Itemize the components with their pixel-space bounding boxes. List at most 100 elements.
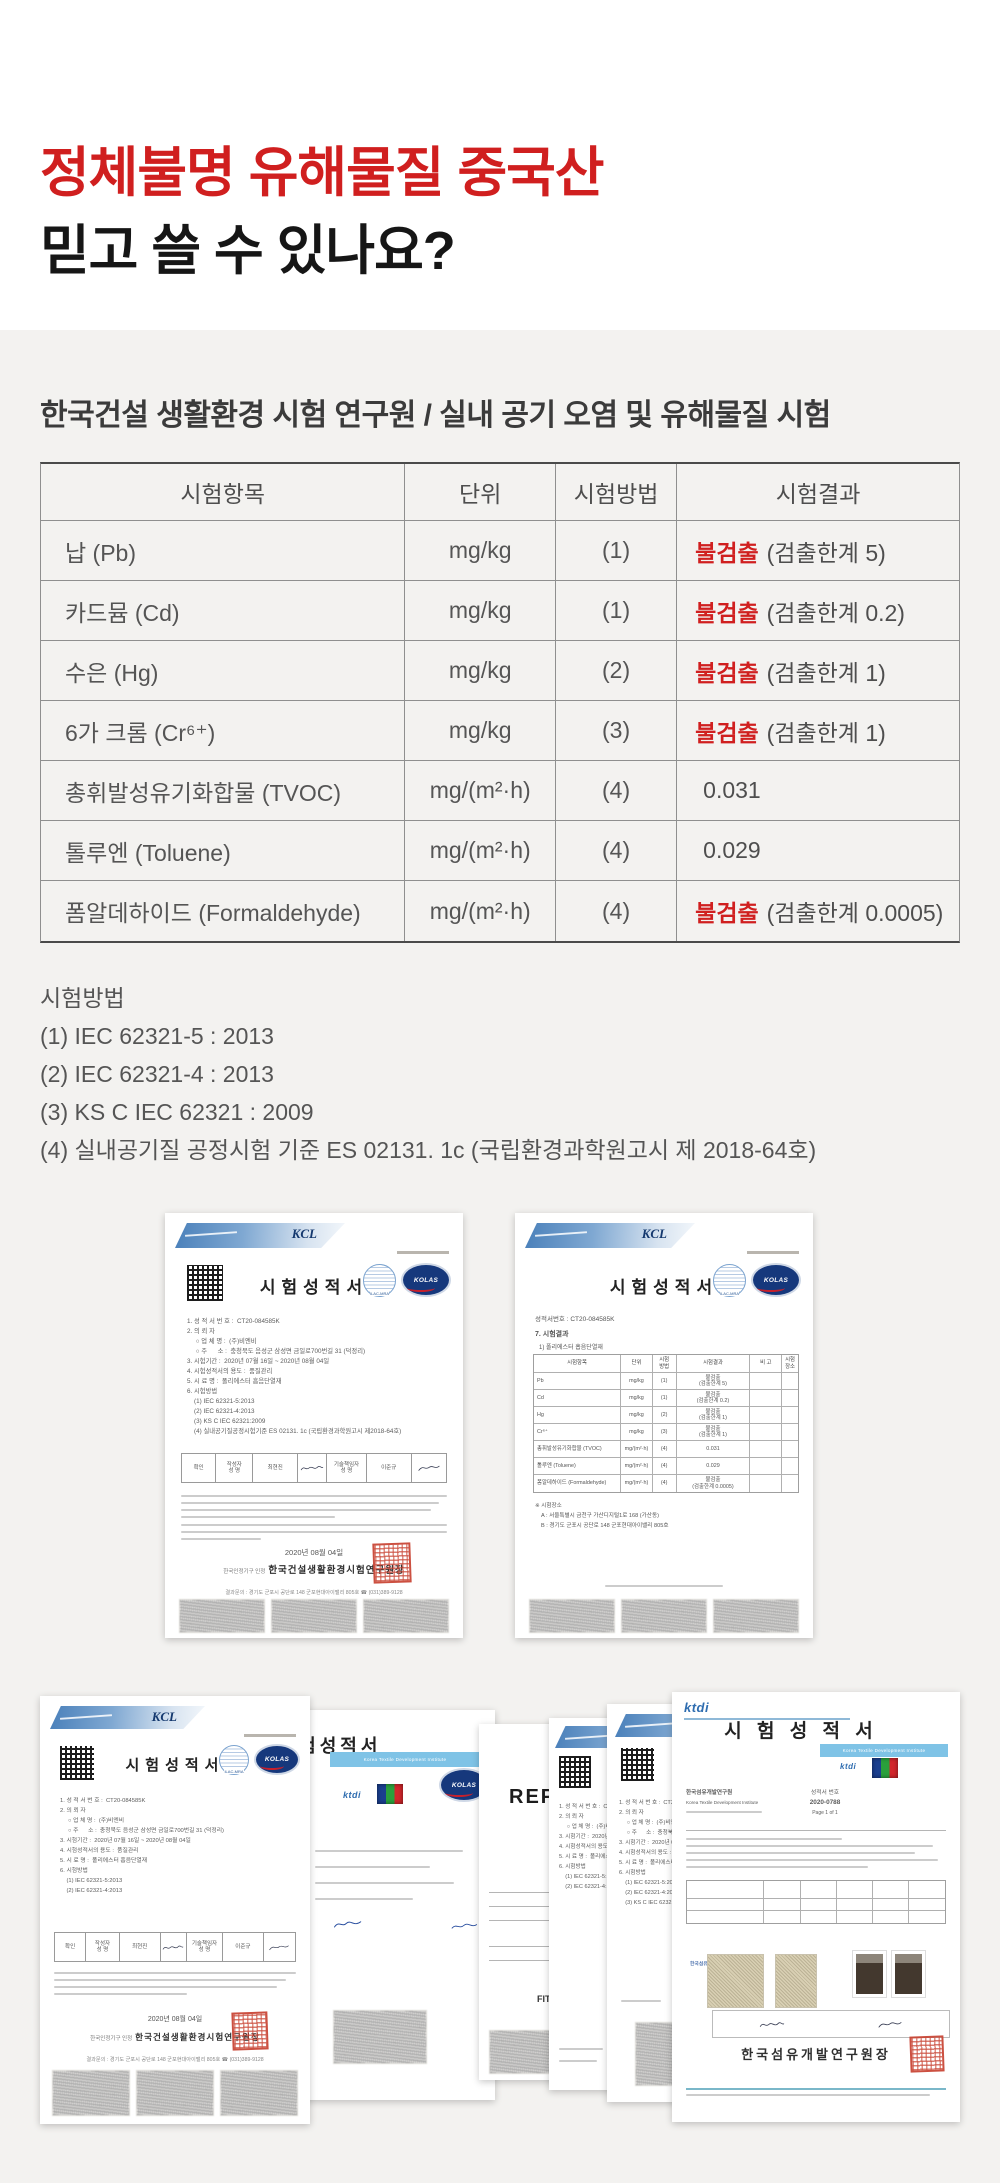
doc-info-lines: 1. 성 적 서 번 호 : CT20-084585K 2. 의 뢰 자 ○ 업… xyxy=(187,1317,453,1437)
kolas-logo: KOLAS xyxy=(401,1263,451,1297)
sample-sub-label: 1) 폴리에스터 흡음단열재 xyxy=(539,1345,603,1351)
results-table: 시험항목 단위 시험방법 시험결과 납 (Pb) mg/kg (1) 불검출 (검… xyxy=(40,462,960,943)
doc-info-lines: 1. 성 적 서 번 호 : CT20-084585K 2. 의 뢰 자 ○ 업… xyxy=(60,1796,302,1896)
sample-photo-inner xyxy=(856,1954,883,1994)
sign-tech-signature xyxy=(264,1933,295,1961)
kcl-logo: KCL xyxy=(641,1226,667,1241)
mini-results-table: 시험항목 단위 시험 방법 시험결과 비 고 시험 장소 Pb mg/kg (1… xyxy=(533,1354,799,1493)
doc-line: (1) IEC 62321-5:2013 xyxy=(559,1874,620,1880)
cell-method: (4) xyxy=(555,821,678,881)
doc-line: (1) IEC 62321-5:2013 xyxy=(187,1398,255,1405)
doc-line: (2) IEC 62321-4:2013 xyxy=(619,1890,680,1896)
sign-writer-label: 작성자 성 명 xyxy=(86,1933,120,1961)
text-blur-line xyxy=(315,1882,455,1884)
mini-cell xyxy=(750,1475,783,1492)
mini-cell xyxy=(782,1407,798,1424)
cell-unit: mg/(m²·h) xyxy=(405,761,556,821)
mini-header: 단위 xyxy=(621,1355,653,1373)
sign-tech-name: 이준규 xyxy=(223,1933,264,1961)
signature-scribble xyxy=(269,1944,290,1950)
methods-title: 시험방법 xyxy=(40,985,125,1011)
mini-cell xyxy=(750,1441,783,1458)
mini-cell: (3) xyxy=(652,1424,677,1441)
section-title: 한국건설 생활환경 시험 연구원 / 실내 공기 오염 및 유해물질 시험 xyxy=(40,399,831,432)
mini-cell xyxy=(750,1424,783,1441)
ktdi-emblem xyxy=(872,1758,898,1778)
mini-cell xyxy=(801,1911,837,1923)
text-blur-line xyxy=(315,1850,463,1852)
sign-writer-name: 최현진 xyxy=(120,1933,161,1961)
col-header-method: 시험방법 xyxy=(555,464,678,521)
mini-cell: mg/(m²·h) xyxy=(621,1475,653,1492)
issuer-prefix: 한국인정기구 인정 xyxy=(90,2036,133,2042)
mini-cell: mg/kg xyxy=(621,1390,653,1407)
doc-line: ○ 업 체 명 : (주)비엔비 xyxy=(619,1820,681,1826)
mini-header: 비 고 xyxy=(750,1355,783,1373)
cell-method: (1) xyxy=(555,581,678,641)
place-note-b: B : 경기도 군포시 공단로 148 군포현대아이밸리 805호 xyxy=(541,1523,669,1529)
doc-title: 시험성적서 xyxy=(125,1757,225,1774)
text-blur-block xyxy=(220,2070,298,2116)
doc-bottom-blur-blocks xyxy=(529,1599,799,1633)
result-note: (검출한계 1) xyxy=(766,719,886,746)
method-line: (1) IEC 62321-5 : 2013 xyxy=(40,1023,274,1049)
mini-cell xyxy=(909,1911,945,1923)
result-flag: 불검출 xyxy=(695,599,759,626)
mini-cell xyxy=(782,1390,798,1407)
kcl-certificate-page1: KCL 시험성적서 ILAC-MRA KOLAS 1. 성 적 서 번 호 : … xyxy=(165,1213,463,1638)
mini-cell xyxy=(872,1899,909,1911)
sign-writer-label: 작성자 성 명 xyxy=(216,1454,254,1482)
cell-result: 불검출 (검출한계 5) xyxy=(677,521,959,581)
mini-cell: 폼알데하이드 (Formaldehyde) xyxy=(534,1475,622,1492)
doc-remarks-placeholder xyxy=(181,1495,447,1545)
qr-code xyxy=(557,1754,593,1790)
org-name-kr: 한국섬유개발연구원 xyxy=(686,1790,733,1796)
signature-scribble xyxy=(163,1945,184,1950)
mini-cell xyxy=(782,1458,798,1475)
signature-scribble xyxy=(759,2021,785,2027)
result-flag: 불검출 xyxy=(695,659,759,686)
ilac-mra-logo: ILAC-MRA xyxy=(713,1263,746,1297)
sign-tech-label: 기술책임자 성 명 xyxy=(187,1933,223,1961)
mini-cell: 불검출 (검출한계 1) xyxy=(676,1424,751,1441)
cell-item: 폼알데하이드 (Formaldehyde) xyxy=(41,881,406,941)
cell-unit: mg/kg xyxy=(405,701,556,761)
cell-item: 6가 크롬 (Cr⁶⁺) xyxy=(41,701,406,761)
cell-method: (2) xyxy=(555,641,678,701)
mini-cell xyxy=(873,1911,909,1923)
signature-scribble xyxy=(878,2021,902,2028)
cell-result: 0.031 xyxy=(677,761,959,821)
text-blur-block xyxy=(333,2010,427,2064)
doc-line: (1) IEC 62321-5:2013 xyxy=(60,1878,123,1884)
certificate-cluster: 시험성적서 Korea Textile Development Institut… xyxy=(40,1692,960,2124)
mini-header: 시험항목 xyxy=(534,1355,622,1373)
mini-cell: Cd xyxy=(534,1390,622,1407)
mini-cell: 0.029 xyxy=(676,1458,751,1475)
mini-cell: (4) xyxy=(652,1441,677,1458)
doc-line: 4. 시험성적서의 용도 : 품질관리 xyxy=(60,1848,139,1854)
issuer-name: 한국건설생활환경시험연구원장 xyxy=(268,1565,405,1576)
kolas-logo: KOLAS xyxy=(254,1744,300,1775)
text-blur-line xyxy=(181,1538,261,1540)
text-blur-line xyxy=(686,1852,915,1854)
doc-line: 4. 시험성적서의 용도 : 품질관리 xyxy=(187,1368,273,1375)
kcl-banner: KCL xyxy=(50,1706,205,1729)
doc-title: 시험성적서 xyxy=(609,1278,719,1297)
text-blur-line xyxy=(315,1898,414,1900)
mini-header xyxy=(836,1881,873,1899)
doc-line: 6. 시험방법 xyxy=(619,1870,646,1876)
qr-code xyxy=(619,1746,656,1783)
mini-cell xyxy=(837,1911,873,1923)
red-seal-stamp xyxy=(231,2011,269,2051)
mini-cell: (1) xyxy=(652,1390,677,1407)
text-blur-line xyxy=(54,1972,296,1974)
doc-title: 시험성적서 xyxy=(259,1278,369,1297)
doc-line: 2. 의 뢰 자 xyxy=(187,1328,215,1335)
text-blur-line xyxy=(315,1866,430,1868)
mini-cell xyxy=(750,1390,783,1407)
sample-photo xyxy=(852,1950,887,1998)
cell-method: (3) xyxy=(555,701,678,761)
kolas-logo: KOLAS xyxy=(751,1263,801,1297)
signature-table: 확인 작성자 성 명 최현진 기술책임자 성 명 이준규 xyxy=(181,1453,447,1483)
